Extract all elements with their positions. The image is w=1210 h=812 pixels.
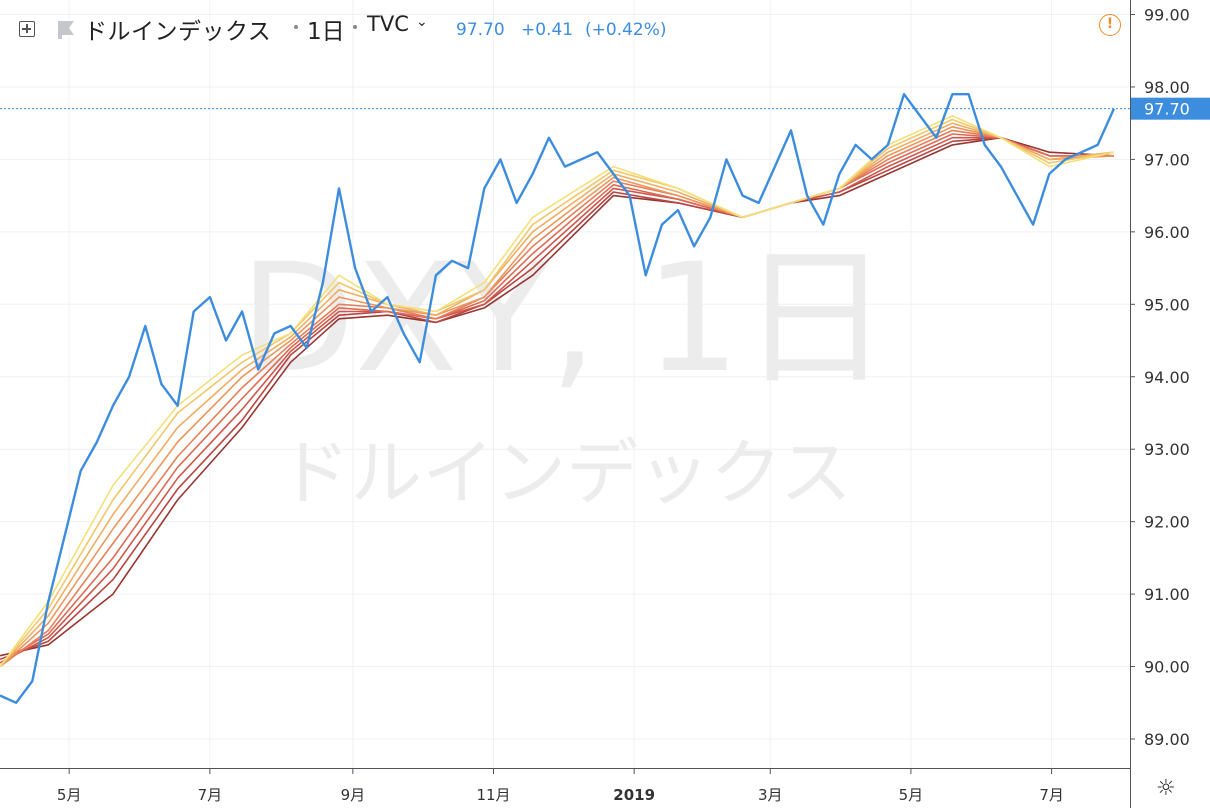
flag-icon[interactable]	[57, 20, 75, 40]
x-tick-label: 5月	[57, 786, 82, 804]
separator-dot	[294, 25, 298, 29]
price-line-group	[0, 92, 1115, 704]
y-tick-label: 94.00	[1144, 368, 1190, 387]
watermark-line-1: DXY, 1日	[240, 232, 891, 406]
exchange-label[interactable]: TVC	[367, 12, 409, 36]
y-tick-label: 89.00	[1144, 730, 1190, 749]
x-tick-label: 11月	[476, 786, 510, 804]
price-axis[interactable]: 99.00 98.00 97.00 96.00 95.00 94.00 93.00 92.00…	[1130, 0, 1210, 808]
exclamation-circle-icon[interactable]: !	[1099, 14, 1121, 36]
ribbon-line-5	[0, 129, 1114, 668]
y-tick-label: 95.00	[1144, 295, 1190, 314]
ribbon-line-6	[0, 133, 1114, 664]
watermark-line-2: ドルインデックス	[278, 431, 852, 515]
x-tick-label: 5月	[899, 786, 924, 804]
ribbon-line-4	[0, 126, 1114, 668]
watermark: DXY, 1日 ドルインデックス	[240, 232, 891, 515]
ribbon-line-7	[0, 136, 1114, 664]
last-price-label: 97.70	[1131, 97, 1210, 120]
gear-icon[interactable]: ☼	[1156, 776, 1176, 801]
y-tick-label: 93.00	[1144, 440, 1190, 459]
ribbon-line-1	[0, 115, 1115, 668]
separator-dot	[353, 25, 357, 29]
y-tick-label: 99.00	[1144, 5, 1190, 24]
x-tick-label: 3月	[758, 786, 783, 804]
price-change-percent: (+0.42%)	[585, 20, 667, 40]
last-price-label-text: 97.70	[1144, 100, 1190, 119]
y-tick-label: 90.00	[1144, 658, 1190, 677]
symbol-name[interactable]: ドルインデックス	[84, 19, 272, 45]
y-tick-label: 92.00	[1144, 513, 1190, 532]
price-change-value: +0.41	[521, 20, 574, 40]
y-tick-label: 97.00	[1144, 150, 1190, 169]
plus-square-icon[interactable]	[19, 21, 35, 37]
grid-lines	[0, 0, 1130, 768]
x-tick-label: 9月	[341, 786, 366, 804]
x-tick-label: 2019	[613, 786, 655, 804]
price-line	[0, 92, 1115, 704]
x-tick-label: 7月	[198, 786, 223, 804]
resolution-label[interactable]: 1日	[307, 19, 345, 45]
y-tick-label: 98.00	[1144, 78, 1190, 97]
ribbon-line-8	[0, 136, 1114, 661]
last-price-value: 97.70	[456, 20, 505, 40]
ribbon-line-9	[0, 136, 1114, 657]
x-tick-label: 7月	[1039, 786, 1064, 804]
y-tick-label: 96.00	[1144, 223, 1190, 242]
y-tick-label: 91.00	[1144, 585, 1190, 604]
last-price-label-bg	[1131, 97, 1210, 120]
time-axis[interactable]: 5月 7月 9月 11月 2019 3月 5月 7月	[0, 768, 1130, 804]
chevron-down-icon[interactable]: ⌄	[416, 14, 428, 30]
ribbon-lines	[0, 115, 1115, 668]
ribbon-line-3	[0, 122, 1114, 668]
price-axis-bg	[1130, 0, 1210, 768]
